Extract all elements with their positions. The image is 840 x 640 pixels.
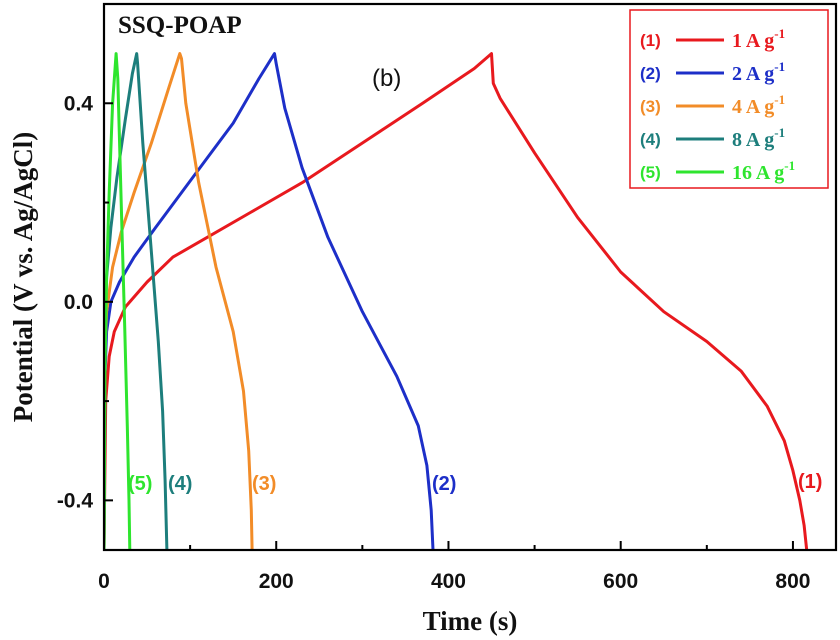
legend-number: (1) <box>640 31 661 50</box>
chart-title: SSQ-POAP <box>118 12 242 39</box>
legend-superscript: -1 <box>774 59 785 74</box>
y-tick-label: 0.4 <box>64 92 94 115</box>
legend-superscript: -1 <box>774 26 785 41</box>
curve-label-3: (3) <box>252 473 276 495</box>
panel-label: (b) <box>372 65 401 92</box>
legend-number: (3) <box>640 97 661 116</box>
plot-frame <box>102 2 838 552</box>
x-tick-label: 0 <box>98 570 110 593</box>
y-tick-label: 0.0 <box>64 291 93 314</box>
y-axis: -0.4 0.0 0.4 <box>57 92 113 512</box>
x-tick-label: 200 <box>259 570 294 593</box>
series-line-3 <box>104 52 254 550</box>
curve-label-1: (1) <box>798 471 822 493</box>
legend-superscript: -1 <box>784 158 795 173</box>
legend-number: (5) <box>640 163 661 182</box>
series-layer <box>104 52 809 550</box>
x-tick-label: 400 <box>431 570 466 593</box>
x-tick-label: 600 <box>603 570 638 593</box>
curve-label-2: (2) <box>432 473 456 495</box>
legend-number: (4) <box>640 130 661 149</box>
x-tick-label: 800 <box>775 570 810 593</box>
legend: (1) 1 A g-1(2) 2 A g-1(3) 4 A g-1(4) 8 A g-1… <box>629 9 829 189</box>
curve-label-5: (5) <box>128 473 152 495</box>
y-axis-title: Potential (V vs. Ag/AgCl) <box>8 132 38 423</box>
x-axis-title: Time (s) <box>423 606 518 636</box>
legend-superscript: -1 <box>774 92 785 107</box>
x-axis: 0 200 400 600 800 <box>98 541 810 593</box>
series-line-2 <box>104 52 435 550</box>
series-line-5 <box>104 52 132 550</box>
curve-label-4: (4) <box>168 473 192 495</box>
series-line-1 <box>104 52 809 550</box>
curve-labels: (1) (2) (3) (4) (5) <box>128 471 822 495</box>
legend-superscript: -1 <box>774 125 785 140</box>
legend-label: 16 A g-1 <box>732 158 795 184</box>
legend-number: (2) <box>640 64 661 83</box>
legend-box <box>629 9 829 189</box>
y-tick-label: -0.4 <box>57 489 94 512</box>
